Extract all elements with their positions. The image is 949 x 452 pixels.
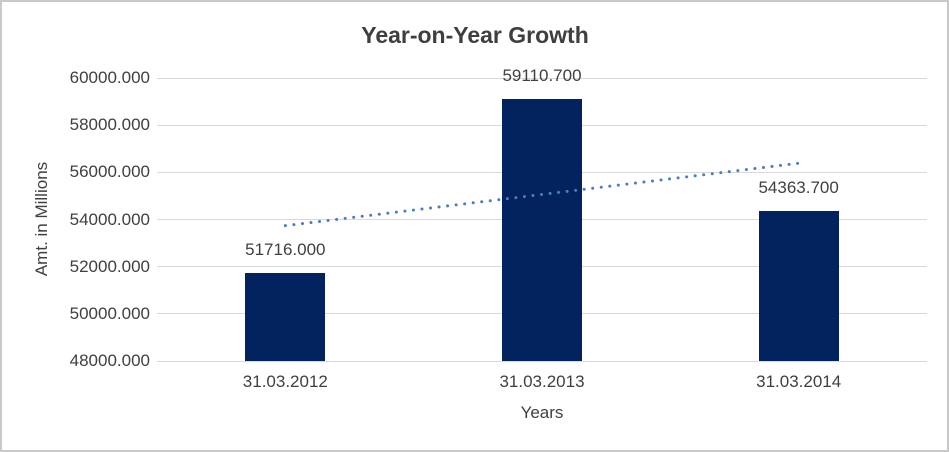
trendline — [283, 161, 801, 228]
data-label: 59110.700 — [502, 65, 582, 85]
x-tick-label: 31.03.2013 — [499, 372, 585, 391]
gridline — [157, 77, 927, 79]
chart-title: Year-on-Year Growth — [361, 22, 589, 48]
bar — [502, 98, 582, 361]
x-axis-title: Years — [520, 403, 564, 422]
y-tick-label: 48000.000 — [69, 351, 150, 370]
y-tick-label: 54000.000 — [69, 209, 150, 229]
y-tick-label: 50000.000 — [69, 303, 150, 323]
y-tick-label: 56000.000 — [69, 162, 150, 182]
x-axis-line — [157, 360, 927, 362]
y-tick-label: 58000.000 — [69, 115, 150, 135]
x-tick-label: 31.03.2014 — [756, 372, 842, 391]
bar — [758, 210, 839, 361]
y-tick-label: 52000.000 — [69, 256, 150, 276]
data-label: 54363.700 — [758, 177, 839, 197]
bar — [245, 273, 326, 361]
data-label: 51716.000 — [245, 240, 326, 260]
y-tick-label: 60000.000 — [69, 68, 150, 87]
x-tick-label: 31.03.2012 — [242, 372, 328, 391]
